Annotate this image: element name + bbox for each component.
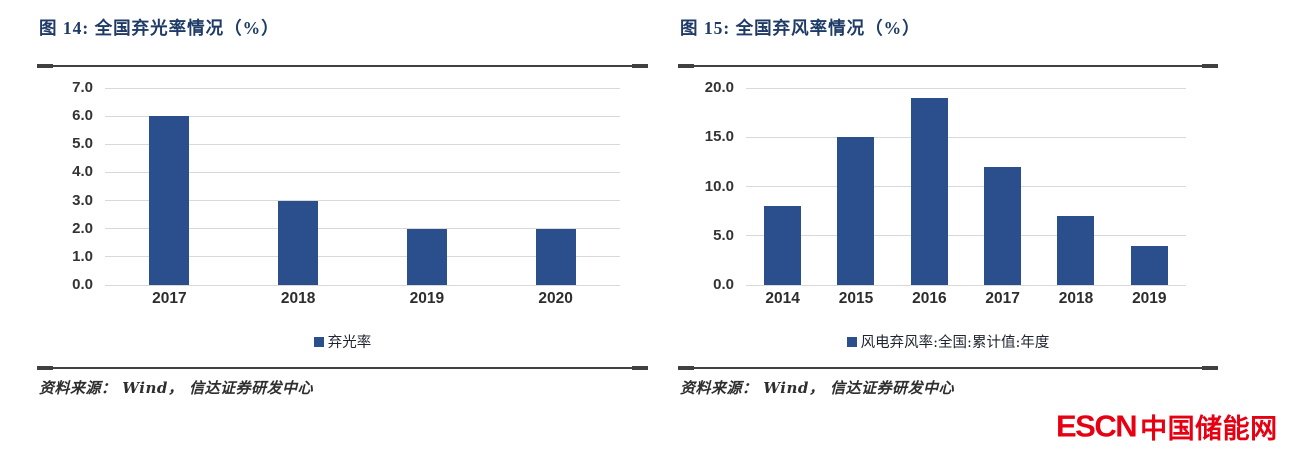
gridline	[105, 143, 620, 145]
figure-14-title: 图 14: 全国弃光率情况（%）	[39, 18, 280, 38]
gridline	[746, 136, 1186, 138]
figure-14-x-axis: 2017 2018 2019 2020	[105, 290, 620, 308]
figure-15-panel: 图 15: 全国弃风率情况（%） 20.0 15.0 10.0 5.0 0.0 2014…	[678, 0, 1218, 454]
gridline	[105, 200, 620, 202]
figure-15-legend: 风电弃风率:全国:累计值:年度	[678, 331, 1218, 352]
bar-band	[1113, 88, 1186, 285]
figure-14-bottom-rule	[37, 366, 648, 370]
y-axis-tick-label: 15.0	[704, 128, 734, 146]
bar-series	[105, 88, 620, 285]
gridline	[746, 87, 1186, 89]
bar-series	[746, 88, 1186, 285]
rule-endcap-left	[678, 64, 694, 68]
bar	[1130, 245, 1168, 285]
x-axis-label: 2018	[280, 290, 316, 307]
legend-swatch-icon	[846, 336, 857, 347]
bar	[406, 228, 447, 285]
x-axis-label: 2020	[538, 290, 573, 307]
bar-band	[746, 88, 819, 285]
rule-line	[37, 367, 648, 369]
gridline	[746, 235, 1186, 237]
rule-endcap-left	[37, 366, 53, 370]
figure-14-top-rule	[37, 64, 648, 68]
bar	[278, 200, 319, 285]
x-axis-label: 2015	[838, 290, 874, 307]
bar-band	[819, 88, 892, 285]
y-axis-tick-label: 1.0	[72, 248, 93, 266]
figure-15-bottom-rule	[678, 366, 1218, 370]
figure-15-plot-area: 20.0 15.0 10.0 5.0 0.0	[705, 79, 1186, 293]
y-axis-tick-label: 5.0	[72, 135, 93, 153]
figure-15-title: 图 15: 全国弃风率情况（%）	[680, 18, 921, 38]
bar-band	[105, 88, 234, 285]
y-axis-tick-label: 0.0	[72, 276, 93, 294]
x-axis-label: 2017	[985, 290, 1020, 307]
x-axis-label: 2019	[409, 290, 445, 307]
legend-label: 风电弃风率:全国:累计值:年度	[860, 335, 1050, 351]
rule-endcap-right	[632, 366, 648, 370]
rule-endcap-right	[1202, 64, 1218, 68]
rule-endcap-left	[678, 366, 694, 370]
y-axis-tick-label: 20.0	[704, 79, 734, 97]
bar	[149, 116, 190, 285]
figure-15-source-note: 资料来源： Wind， 信达证券研发中心	[680, 379, 955, 397]
bar	[910, 97, 948, 285]
bar	[984, 166, 1022, 285]
x-axis-label: 2014	[765, 290, 800, 307]
gridline	[105, 115, 620, 117]
bar-band	[966, 88, 1039, 285]
gridline	[105, 171, 620, 173]
bar-band	[363, 88, 492, 285]
x-axis-label: 2019	[1132, 290, 1167, 307]
gridline	[105, 256, 620, 258]
y-axis-tick-label: 3.0	[72, 191, 93, 209]
rule-line	[37, 65, 648, 67]
figure-15-x-axis: 2014 2015 2016 2017 2018 2019	[746, 290, 1186, 308]
rule-line	[678, 65, 1218, 67]
y-axis-tick-label: 5.0	[713, 226, 734, 244]
legend-swatch-icon	[313, 336, 324, 347]
figure-14-legend: 弃光率	[37, 331, 648, 352]
rule-endcap-left	[37, 64, 53, 68]
gridline	[746, 186, 1186, 187]
y-axis-tick-label: 4.0	[72, 163, 93, 181]
bar	[535, 228, 576, 285]
bar-band	[1039, 88, 1112, 285]
escn-logo: ESCN 中国储能网	[1056, 407, 1278, 446]
bar	[837, 137, 875, 285]
x-axis-label: 2017	[152, 290, 187, 307]
gridline	[746, 284, 1186, 286]
escn-logo-latin: ESCN	[1056, 408, 1138, 444]
gridline	[105, 228, 620, 230]
bar-band	[491, 88, 620, 285]
rule-endcap-right	[1202, 366, 1218, 370]
figure-14-plot-area: 7.0 6.0 5.0 4.0 3.0 2.0 1.0 0.0	[72, 79, 620, 293]
gridline	[105, 87, 620, 89]
figure-15-top-rule	[678, 64, 1218, 68]
x-axis-label: 2016	[912, 290, 947, 307]
x-axis-label: 2018	[1058, 290, 1094, 307]
rule-line	[678, 367, 1218, 369]
bar-band	[234, 88, 363, 285]
bar	[1057, 216, 1095, 285]
legend-label: 弃光率	[327, 335, 372, 351]
y-axis-tick-label: 0.0	[713, 276, 734, 294]
rule-endcap-right	[632, 64, 648, 68]
y-axis-tick-label: 2.0	[72, 219, 93, 237]
y-axis-tick-label: 10.0	[704, 177, 734, 195]
figure-14-source-note: 资料来源： Wind， 信达证券研发中心	[39, 379, 314, 397]
escn-logo-chinese: 中国储能网	[1140, 414, 1278, 444]
bar	[764, 206, 802, 285]
bar-band	[893, 88, 966, 285]
y-axis-tick-label: 6.0	[72, 107, 93, 125]
figure-14-panel: 图 14: 全国弃光率情况（%） 7.0 6.0 5.0 4.0 3.0 2.0 1.0 0.…	[37, 0, 648, 454]
gridline	[105, 284, 620, 286]
y-axis-tick-label: 7.0	[72, 79, 93, 97]
